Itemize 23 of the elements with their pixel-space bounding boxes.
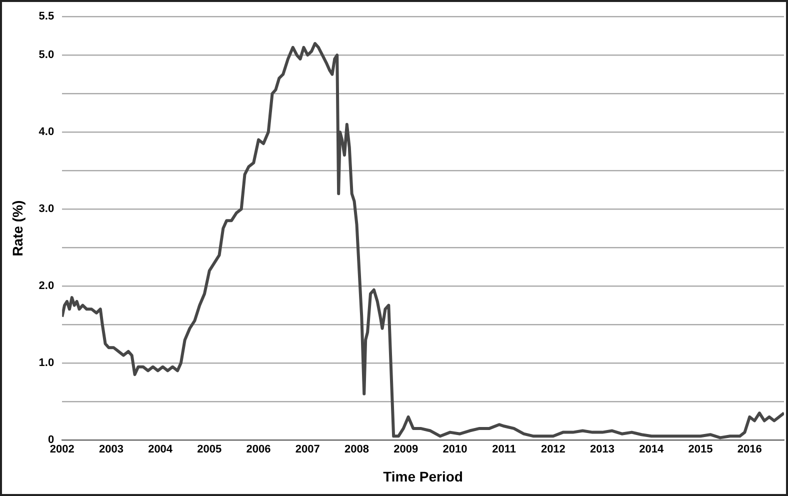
x-tick-label: 2016 (737, 444, 762, 456)
y-tick-label: 2.0 (38, 280, 54, 292)
y-tick-label: 3.0 (38, 203, 54, 216)
x-tick-label: 2003 (98, 444, 124, 456)
y-tick-label: 5.5 (38, 10, 54, 23)
x-tick-label: 2012 (540, 444, 566, 456)
y-tick-label: 5.0 (38, 49, 54, 62)
x-tick-label: 2009 (394, 444, 418, 456)
x-tick-label: 2013 (590, 444, 615, 456)
y-tick-label: 4.0 (38, 126, 54, 138)
x-tick-label: 2007 (295, 444, 320, 456)
x-axis-title: Time Period (383, 468, 463, 484)
x-tick-label: 2015 (688, 444, 713, 456)
x-tick-label: 2005 (197, 444, 222, 456)
y-tick-label: 1.0 (38, 357, 54, 370)
x-tick-label: 2004 (148, 444, 174, 456)
x-tick-label: 2010 (442, 444, 468, 456)
x-tick-label: 2002 (50, 444, 74, 456)
x-tick-label: 2008 (344, 444, 369, 456)
x-tick-label: 2006 (246, 444, 271, 456)
y-axis-title: Rate (%) (9, 200, 26, 256)
x-tick-label: 2014 (639, 444, 665, 456)
x-tick-label: 2011 (492, 444, 516, 456)
